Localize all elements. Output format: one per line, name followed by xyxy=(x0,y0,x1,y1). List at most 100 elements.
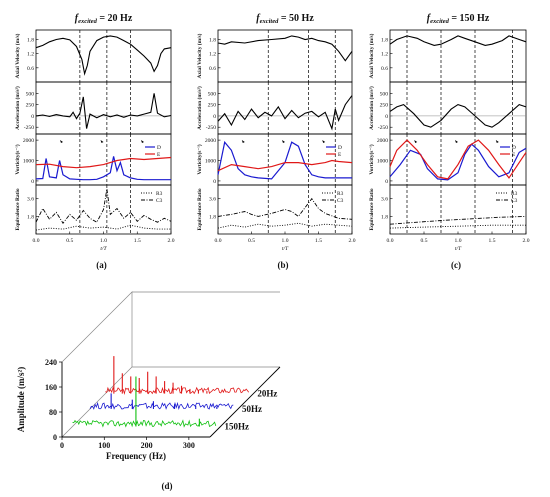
x-tick-label: 1.5 xyxy=(489,238,496,244)
y-tick-label: 0 xyxy=(213,114,216,120)
panel-title-sub: excited xyxy=(78,18,98,25)
y-tick-label: 1.2 xyxy=(209,52,216,58)
row-acceleration: -250 0 250 500 Acceleration (m/s²) xyxy=(196,81,353,135)
y-tick-label: -250 xyxy=(24,125,34,131)
legend-label-E: E xyxy=(157,152,161,158)
arrow-marker xyxy=(455,140,458,143)
series-line-R3 xyxy=(35,224,171,231)
x-tick-label: 2.0 xyxy=(168,238,175,244)
series-line-D xyxy=(389,143,527,181)
legend-label-E: E xyxy=(512,152,516,158)
series-line-R3 xyxy=(389,224,526,229)
y-tick-label: 1.8 xyxy=(209,214,216,220)
acceleration-axis-label: Acceleration (m/s²) xyxy=(14,86,21,130)
acceleration-axis-label: Acceleration (m/s²) xyxy=(196,86,203,130)
y-tick-label: 1.8 xyxy=(381,214,388,220)
axes-frame xyxy=(389,133,527,186)
legend-label-E: E xyxy=(338,152,342,158)
y-tick-label: 1000 xyxy=(205,159,216,165)
series-label-20Hz: 20Hz xyxy=(257,389,277,399)
y-tick-label: 2000 xyxy=(23,138,34,144)
legend-label-C3: C3 xyxy=(156,198,163,204)
axes-frame xyxy=(35,29,172,83)
row-acceleration: -250 0 250 500 Acceleration (m/s²) xyxy=(368,81,527,135)
legend-label-D: D xyxy=(338,145,342,151)
vorticity-axis-label: Vorticity(s⁻¹) xyxy=(368,144,375,175)
x-tick-label: 0 xyxy=(60,441,64,450)
acceleration-series-line xyxy=(35,93,172,129)
panel-label: (d) xyxy=(162,481,173,491)
velocity-axis-label: Axial Velocity (m/s) xyxy=(196,33,203,78)
x-tick-label: 1.0 xyxy=(100,238,107,244)
series-line-C3 xyxy=(389,215,527,225)
panel-title-f: f xyxy=(427,13,432,24)
y-tick-label: 500 xyxy=(380,91,389,97)
arrow-marker xyxy=(322,140,326,143)
arrow-marker xyxy=(100,140,104,143)
legend-label-C3: C3 xyxy=(337,198,344,204)
axes-frame xyxy=(217,184,353,235)
y-tick-label: 1000 xyxy=(377,159,388,165)
x-axis-label: Frequency (Hz) xyxy=(106,451,166,461)
y-tick-label: 250 xyxy=(208,103,217,109)
x-tick-label: 0.5 xyxy=(248,238,255,244)
x-tick-label: 1.0 xyxy=(282,238,289,244)
panel-title: fexcited = 50 Hz xyxy=(256,13,314,25)
series-line-E xyxy=(35,156,172,169)
ratio-axis-label: Equivalence Ratio xyxy=(369,188,375,230)
y-tick-label: 1.8 xyxy=(27,37,34,43)
legend-label-D: D xyxy=(512,145,516,151)
arrow-marker xyxy=(282,140,285,143)
ratio-axis-label: Equivalence Ratio xyxy=(197,188,203,230)
legend-label-R3: R3 xyxy=(511,191,518,197)
y-tick-label: 250 xyxy=(380,103,389,109)
acceleration-series-line xyxy=(389,103,527,128)
panel-label: (a) xyxy=(96,260,107,270)
legend-label-R3: R3 xyxy=(156,191,163,197)
velocity-axis-label: Axial Velocity (m/s) xyxy=(368,33,375,78)
panel-title-value: = 20 Hz xyxy=(97,13,133,24)
x-tick-label: 0.5 xyxy=(66,238,73,244)
spectrum-baseline-20Hz xyxy=(105,386,250,396)
series-line-E xyxy=(389,139,527,180)
vorticity-axis-label: Vorticity(s⁻¹) xyxy=(196,144,203,175)
y-tick-label: 2000 xyxy=(377,138,388,144)
series-label-50Hz: 50Hz xyxy=(242,404,262,414)
panel-title: fexcited = 150 Hz xyxy=(427,13,490,25)
x-tick-label: 0.5 xyxy=(421,238,428,244)
y-tick-label: 3.6 xyxy=(27,197,34,203)
y-tick-label: 1.8 xyxy=(27,214,34,220)
y-tick-label: 500 xyxy=(26,91,35,97)
row-velocity: 0.6 1.2 1.8 Axial Velocity (m/s) xyxy=(368,29,527,83)
y-axis-label: Amplitude (m/s²) xyxy=(16,367,26,432)
x-tick-label: 2.0 xyxy=(523,238,530,244)
y-tick-label: 3.6 xyxy=(381,197,388,203)
x-axis-label: t/T xyxy=(282,246,289,252)
y-tick-label: 1000 xyxy=(23,159,34,165)
x-axis-label: t/T xyxy=(455,246,462,252)
x-axis-label: t/T xyxy=(100,246,107,252)
x-tick-label: 2.0 xyxy=(349,238,356,244)
x-tick-label: 1.5 xyxy=(134,238,141,244)
wall-back-edge xyxy=(61,291,133,367)
x-tick-label: 0.0 xyxy=(215,238,222,244)
vorticity-axis-label: Vorticity(s⁻¹) xyxy=(14,144,21,175)
y-tick-label: 0 xyxy=(213,179,216,185)
panel-title-value: = 50 Hz xyxy=(278,13,314,24)
spectrum-waterfall: 0 80 160 240 0 100 200 300 Frequency (Hz) Amplitu… xyxy=(16,291,281,491)
y-tick-label: 0 xyxy=(31,179,34,185)
spectrum-baseline-50Hz xyxy=(89,401,234,410)
y-tick-label: 1.2 xyxy=(27,52,34,58)
y-tick-label: 2000 xyxy=(205,138,216,144)
arrow-marker xyxy=(141,140,144,143)
y-tick-label: 1.8 xyxy=(209,37,216,43)
series-line-C3 xyxy=(217,197,353,220)
series-line-D xyxy=(35,156,171,181)
y-tick-label: 0 xyxy=(385,179,388,185)
ratio-axis-label: Equivalence Ratio xyxy=(15,188,21,230)
x-tick-label: 0.0 xyxy=(387,238,394,244)
arrow-marker xyxy=(414,140,418,143)
